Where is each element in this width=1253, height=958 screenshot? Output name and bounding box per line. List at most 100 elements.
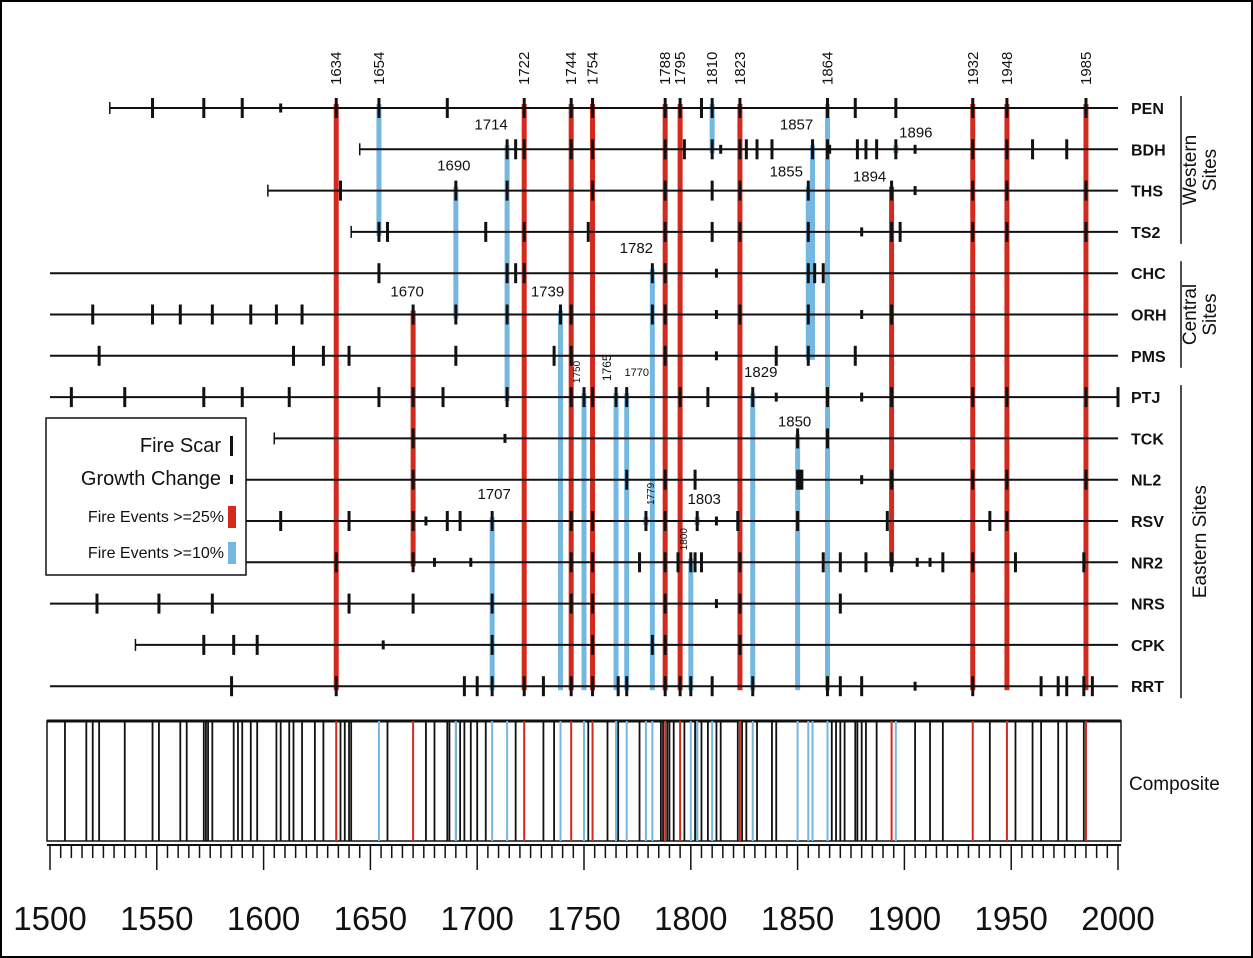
- fire-event-band-1894: [889, 186, 895, 567]
- group-label: Central: [1180, 284, 1201, 345]
- event-label-1754: 1754: [585, 52, 602, 85]
- composite-blue-1690: [454, 721, 457, 841]
- fire-scar-1520: [91, 304, 95, 325]
- fire-scar-1722: [522, 263, 526, 284]
- composite-scar-1731: [542, 721, 545, 841]
- composite-blue-1765: [615, 721, 618, 841]
- fire-scar-1670: [411, 593, 415, 614]
- fire-scar-1864: [826, 676, 830, 697]
- fire-scar-1722: [522, 98, 526, 118]
- composite-red-1634: [335, 721, 338, 841]
- composite-scar-1597: [256, 721, 259, 841]
- composite-scar-1984: [1082, 721, 1085, 841]
- fire-scar-1894: [890, 552, 894, 573]
- fire-scar-1718: [514, 139, 518, 160]
- fire-scar-1744: [569, 139, 573, 160]
- composite-scar-1878: [856, 721, 859, 841]
- fire-scar-1898: [898, 221, 902, 242]
- fire-scar-1548: [151, 304, 155, 325]
- fire-scar-1855: [806, 304, 810, 325]
- fire-scar-1952: [1013, 552, 1017, 573]
- fire-scar-1640: [347, 593, 351, 614]
- composite-scar-1831: [756, 721, 758, 841]
- site-row-ts2: TS2: [350, 221, 1160, 242]
- fire-scar-1850: [796, 511, 800, 531]
- fire-scar-1754: [591, 511, 595, 531]
- site-label-bdh: BDH: [1131, 142, 1166, 159]
- fire-event-band-1829: [750, 393, 756, 691]
- x-tick-label-1900: 1900: [868, 900, 941, 937]
- fire-scar-1960: [1031, 139, 1035, 160]
- fire-scar-1948: [1005, 180, 1009, 201]
- fire-scar-1670: [411, 511, 415, 531]
- site-group-2: Eastern Sites: [1180, 385, 1211, 699]
- composite-blue-1857: [811, 721, 814, 841]
- composite-scar-1687: [448, 721, 451, 841]
- fire-scar-1707: [490, 634, 494, 655]
- event-label-1810: 1810: [704, 52, 721, 85]
- fire-scar-1636: [338, 180, 342, 201]
- fire-scar-1829: [751, 676, 755, 697]
- fire-scar-1802: [693, 552, 697, 573]
- fire-scar-1640: [347, 511, 351, 531]
- event-label-1779: 1779: [646, 482, 657, 505]
- fire-scar-1852: [800, 469, 804, 490]
- composite-scar-1761: [606, 721, 609, 841]
- fire-scar-1795: [678, 676, 682, 697]
- composite-scar-1790: [668, 721, 671, 841]
- fire-scar-1714: [505, 180, 509, 201]
- composite-blue-1829: [751, 721, 754, 841]
- fire-scar-1894: [890, 469, 894, 490]
- event-label-1829: 1829: [744, 364, 777, 381]
- site-row-cpk: CPK: [134, 634, 1165, 655]
- legend-item-blue: Fire Events >=10%: [88, 542, 236, 564]
- composite-scar-1960: [1031, 721, 1034, 841]
- composite-scar-1797: [683, 721, 686, 841]
- composite-scar-1812: [715, 721, 718, 841]
- fire-scar-1776: [638, 552, 642, 573]
- composite-scar-1606: [275, 721, 278, 841]
- fire-scar-1744: [569, 552, 573, 573]
- fire-scar-1714: [505, 139, 509, 160]
- growth-change-1608: [279, 103, 283, 113]
- growth-change-1912: [928, 557, 932, 567]
- composite-scar-1641: [350, 721, 353, 841]
- composite-scar-1786: [659, 721, 662, 841]
- site-label-nrs: NRS: [1131, 597, 1165, 614]
- fire-scar-1870: [838, 552, 842, 573]
- fire-scar-1670: [411, 552, 415, 573]
- composite-scar-1576: [211, 721, 214, 841]
- fire-scar-1870: [838, 676, 842, 697]
- growth-change-1680: [432, 557, 436, 567]
- fire-scar-1744: [569, 345, 573, 366]
- composite-scar-1887: [875, 721, 878, 841]
- growth-change-1812: [714, 351, 718, 361]
- fire-scar-1862: [821, 552, 825, 573]
- fire-scar-1932: [971, 469, 975, 490]
- fire-scar-1788: [663, 263, 667, 284]
- fire-scar-1684: [441, 387, 445, 408]
- fire-scar-1795: [678, 98, 682, 118]
- fire-scar-1831: [755, 139, 759, 160]
- composite-scar-1840: [775, 721, 778, 841]
- growth-change-1812: [714, 310, 718, 319]
- site-row-pms: PMS: [50, 345, 1166, 366]
- event-label-1750: 1750: [572, 360, 583, 383]
- fire-scar-1877: [853, 345, 857, 366]
- composite-scar-1561: [179, 721, 182, 841]
- event-label-1932: 1932: [965, 52, 982, 85]
- fire-scar-1782: [650, 304, 654, 325]
- site-row-ths: THS: [267, 180, 1163, 201]
- composite-scar-1586: [232, 721, 235, 841]
- site-timelines: PEN BDH THS TS2 CHC ORH PMS PTJ TCK NL2 RSV NR2 NRS C…: [50, 98, 1167, 697]
- composite-red-1985: [1084, 721, 1087, 841]
- fire-scar-1918: [941, 552, 945, 573]
- composite-scar-1676: [425, 721, 427, 841]
- event-label-1855: 1855: [770, 164, 803, 181]
- legend-label-red: Fire Events >=25%: [88, 509, 224, 526]
- fire-scar-1823: [738, 634, 742, 655]
- composite-scar-1548: [151, 721, 154, 841]
- site-row-tck: TCK: [273, 428, 1164, 449]
- composite-red-1670: [412, 721, 415, 841]
- event-label-1857: 1857: [780, 116, 813, 133]
